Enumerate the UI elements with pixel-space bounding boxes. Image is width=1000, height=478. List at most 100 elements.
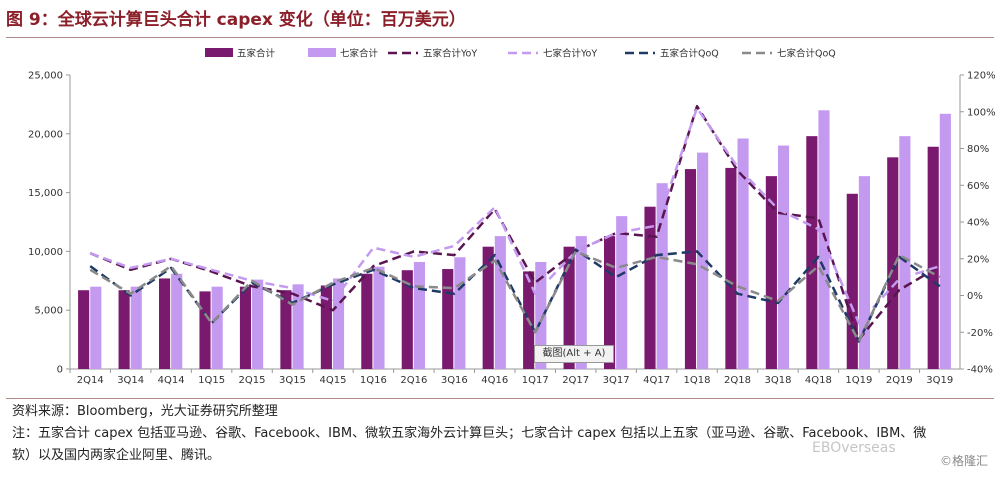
- bar-seven: [252, 279, 264, 369]
- line-five-yoy: [89, 104, 941, 341]
- bar-seven: [939, 113, 951, 369]
- legend-seven-yoy-label: 七家合计YoY: [543, 48, 597, 60]
- x-tick-label: 2Q18: [724, 375, 751, 386]
- bar-seven: [777, 145, 790, 369]
- line-seven-qoq: [89, 250, 941, 343]
- legend-five-swatch: [205, 48, 233, 57]
- bar-seven: [373, 266, 385, 369]
- bar-five: [442, 269, 454, 369]
- watermark: EBOverseas: [812, 440, 896, 456]
- x-tick-label: 4Q17: [643, 375, 670, 386]
- bar-seven: [454, 257, 466, 369]
- bar-seven: [858, 176, 870, 369]
- x-tick-label: 2Q19: [886, 375, 913, 386]
- right-tick-label: 40%: [967, 218, 989, 229]
- legend-seven-label: 七家合计: [340, 48, 379, 60]
- bar-seven: [494, 236, 506, 369]
- page-title: 图 9：全球云计算巨头合计 capex 变化（单位：百万美元）: [6, 10, 466, 30]
- bar-seven: [332, 278, 345, 369]
- x-tick-label: 1Q17: [522, 375, 549, 386]
- x-tick-label: 3Q16: [441, 375, 468, 386]
- bar-seven: [616, 216, 628, 369]
- legend-five-label: 五家合计: [237, 48, 276, 60]
- legend-five-qoq-label: 五家合计QoQ: [660, 48, 719, 60]
- bar-five: [280, 290, 292, 369]
- bar-five: [725, 167, 737, 369]
- legend-seven-swatch: [308, 48, 336, 57]
- bar-five: [684, 169, 697, 369]
- x-tick-label: 3Q19: [926, 375, 953, 386]
- x-tick-label: 1Q16: [360, 375, 387, 386]
- bar-five: [320, 285, 332, 369]
- x-tick-label: 1Q15: [198, 375, 225, 386]
- bar-five: [361, 273, 373, 369]
- legend-five-yoy-label: 五家合计YoY: [423, 48, 477, 60]
- x-tick-label: 2Q17: [562, 375, 589, 386]
- bar-five: [401, 270, 413, 369]
- x-tick-label: 4Q18: [805, 375, 832, 386]
- bar-five: [927, 146, 939, 369]
- right-tick-label: 100%: [967, 107, 996, 118]
- left-tick-label: 5,000: [34, 306, 63, 317]
- left-tick-label: 15,000: [28, 188, 63, 199]
- bar-seven: [413, 261, 425, 369]
- right-tick-label: 60%: [967, 181, 989, 192]
- bar-five: [806, 136, 818, 369]
- bar-seven: [697, 152, 709, 369]
- bar-seven: [656, 183, 668, 369]
- bar-five: [887, 157, 899, 369]
- bar-seven: [292, 284, 304, 369]
- bar-seven: [575, 236, 587, 369]
- bar-five: [482, 246, 494, 369]
- bar-five: [604, 236, 616, 369]
- left-tick-label: 0: [57, 365, 63, 376]
- bar-five: [199, 291, 211, 369]
- x-tick-label: 3Q14: [117, 375, 144, 386]
- x-tick-label: 2Q14: [77, 375, 104, 386]
- right-tick-label: 80%: [967, 144, 989, 155]
- x-tick-label: 2Q16: [400, 375, 427, 386]
- x-tick-label: 3Q15: [279, 375, 306, 386]
- x-tick-label: 4Q14: [158, 375, 185, 386]
- bar-seven: [211, 286, 223, 369]
- screenshot-tooltip: 截图(Alt + A): [534, 345, 614, 363]
- x-tick-label: 4Q15: [319, 375, 346, 386]
- x-tick-label: 1Q18: [684, 375, 711, 386]
- watermark-logo: ©格隆汇: [940, 454, 989, 468]
- left-tick-label: 20,000: [28, 129, 63, 140]
- footer-divider: [6, 398, 994, 399]
- bar-five: [846, 193, 858, 369]
- bar-seven: [899, 136, 911, 369]
- bar-seven: [130, 286, 142, 369]
- capex-chart: 0 5,000 10,000 15,000 20,000 25,000 -40% -20% 0%…: [28, 48, 996, 387]
- bar-seven: [90, 286, 102, 369]
- x-tick-label: 3Q18: [764, 375, 791, 386]
- left-tick-label: 25,000: [28, 71, 63, 82]
- x-tick-label: 1Q19: [845, 375, 872, 386]
- x-tick-label: 4Q16: [481, 375, 508, 386]
- bar-seven: [737, 138, 749, 369]
- bar-five: [239, 286, 252, 369]
- line-seven-yoy: [89, 106, 941, 325]
- x-tick-label: 2Q15: [239, 375, 266, 386]
- legend-seven-qoq-label: 七家合计QoQ: [777, 48, 836, 60]
- right-tick-label: 20%: [967, 254, 989, 265]
- title-divider: [6, 37, 994, 38]
- right-tick-label: -20%: [967, 328, 993, 339]
- bar-five: [644, 206, 656, 369]
- note-text: 注：五家合计 capex 包括亚马逊、谷歌、Facebook、IBM、微软五家海…: [12, 426, 927, 463]
- bar-five: [78, 290, 90, 369]
- right-tick-label: -40%: [967, 365, 993, 376]
- bar-seven: [171, 273, 183, 369]
- bar-five: [118, 290, 130, 369]
- right-tick-label: 120%: [967, 71, 996, 82]
- left-tick-label: 10,000: [28, 247, 63, 258]
- line-five-qoq: [89, 248, 941, 343]
- source-text: 资料来源：Bloomberg，光大证券研究所整理: [12, 404, 278, 419]
- bar-seven: [535, 261, 547, 369]
- bar-five: [159, 278, 171, 369]
- bar-five: [765, 176, 777, 369]
- x-tick-label: 3Q17: [603, 375, 630, 386]
- right-tick-label: 0%: [967, 291, 983, 302]
- bar-five: [563, 246, 575, 369]
